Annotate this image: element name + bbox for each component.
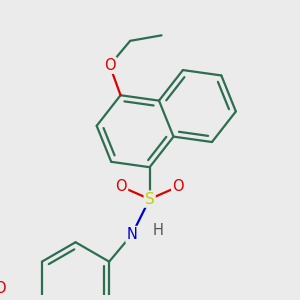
Text: O: O (104, 58, 116, 73)
Text: O: O (116, 179, 127, 194)
Text: O: O (0, 281, 6, 296)
Text: O: O (104, 58, 116, 73)
Text: S: S (145, 192, 154, 207)
Text: H: H (153, 224, 164, 238)
Text: O: O (172, 179, 184, 194)
Text: N: N (127, 227, 137, 242)
